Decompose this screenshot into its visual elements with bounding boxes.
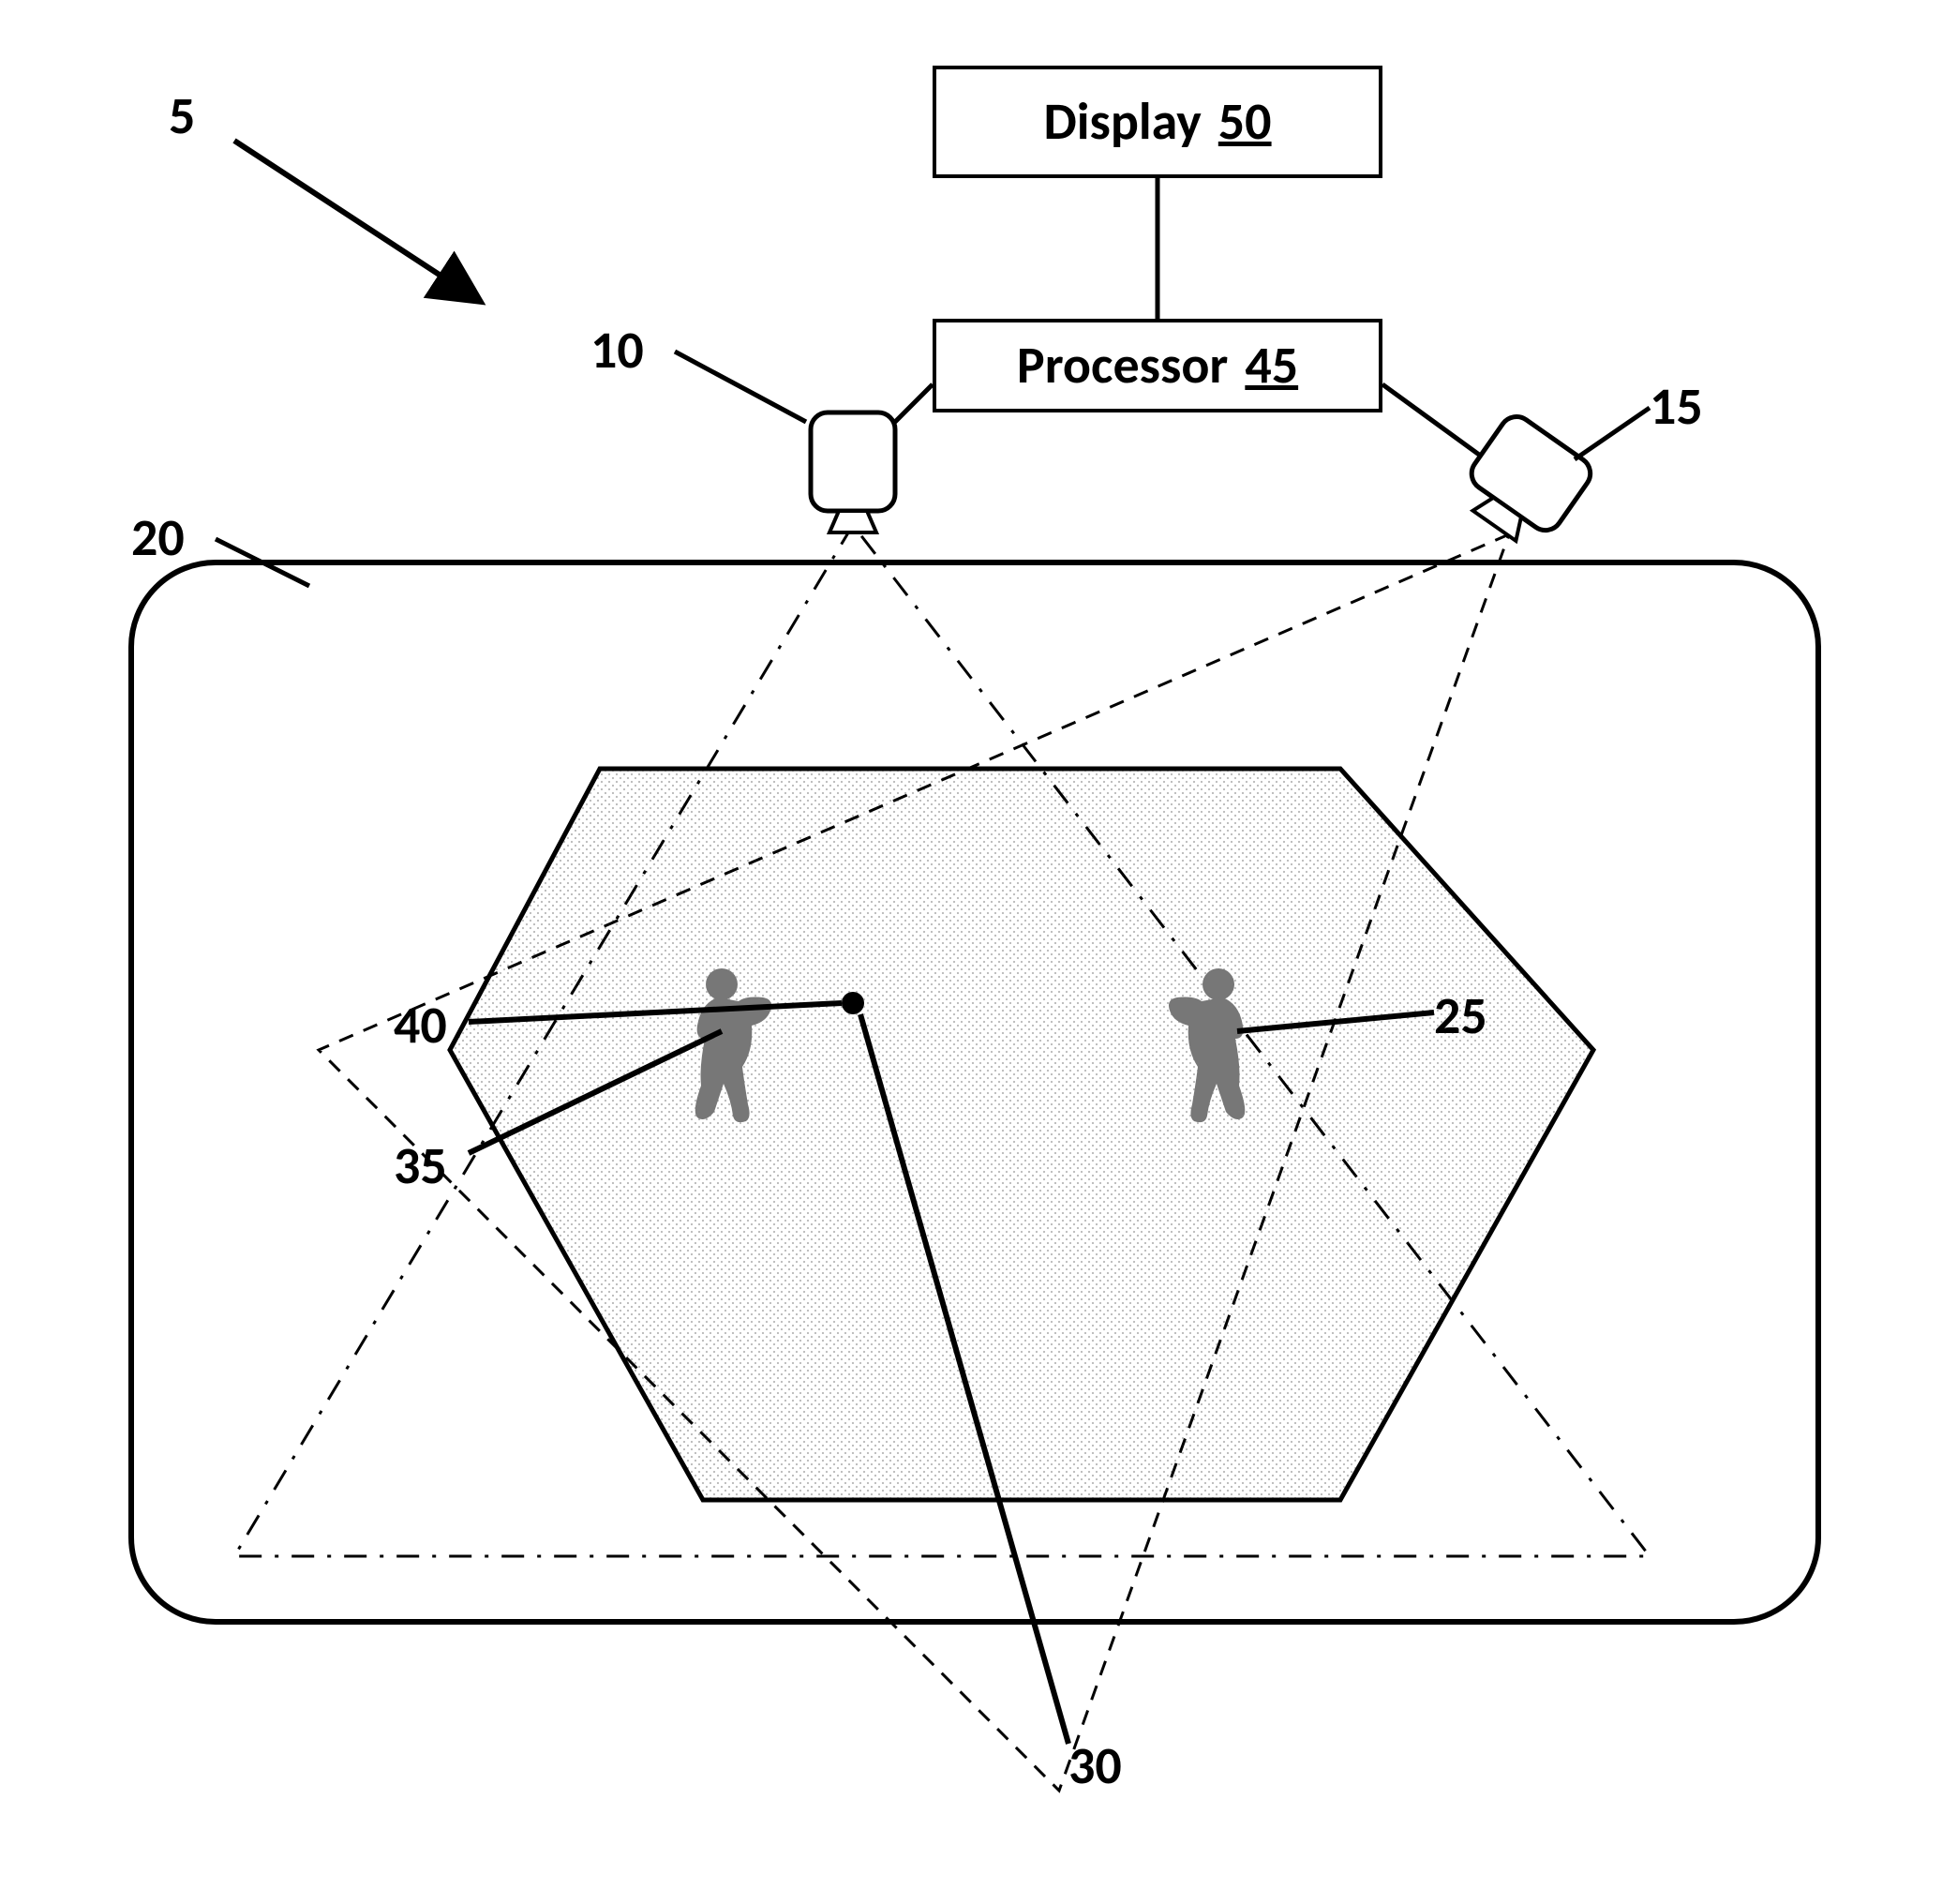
label-25: 25 bbox=[1434, 984, 1487, 1048]
processor-num: 45 bbox=[1245, 334, 1298, 397]
processor-box: Processor 45 bbox=[933, 319, 1382, 412]
label-10: 10 bbox=[590, 319, 644, 382]
callout-5-arrow bbox=[234, 141, 478, 300]
label-15: 15 bbox=[1650, 375, 1703, 439]
diagram-canvas: Display 50 Processor 45 5 10 15 20 25 30… bbox=[37, 37, 1920, 1867]
label-35: 35 bbox=[394, 1134, 447, 1198]
conn-processor-cam-right bbox=[1382, 384, 1486, 459]
camera-left bbox=[811, 412, 895, 532]
center-dot bbox=[842, 992, 864, 1014]
diagram-svg bbox=[37, 37, 1920, 1867]
display-text: Display bbox=[1043, 90, 1201, 154]
display-box: Display 50 bbox=[933, 66, 1382, 178]
camera-right bbox=[1452, 410, 1596, 555]
label-40: 40 bbox=[394, 994, 447, 1057]
label-30: 30 bbox=[1068, 1734, 1122, 1798]
display-num: 50 bbox=[1218, 90, 1272, 154]
processor-text: Processor bbox=[1017, 334, 1228, 397]
label-5: 5 bbox=[169, 84, 195, 148]
callout-10-line bbox=[675, 352, 806, 422]
hexagon-overlap bbox=[450, 769, 1593, 1500]
label-20: 20 bbox=[131, 506, 185, 570]
callout-15-line bbox=[1575, 408, 1650, 459]
